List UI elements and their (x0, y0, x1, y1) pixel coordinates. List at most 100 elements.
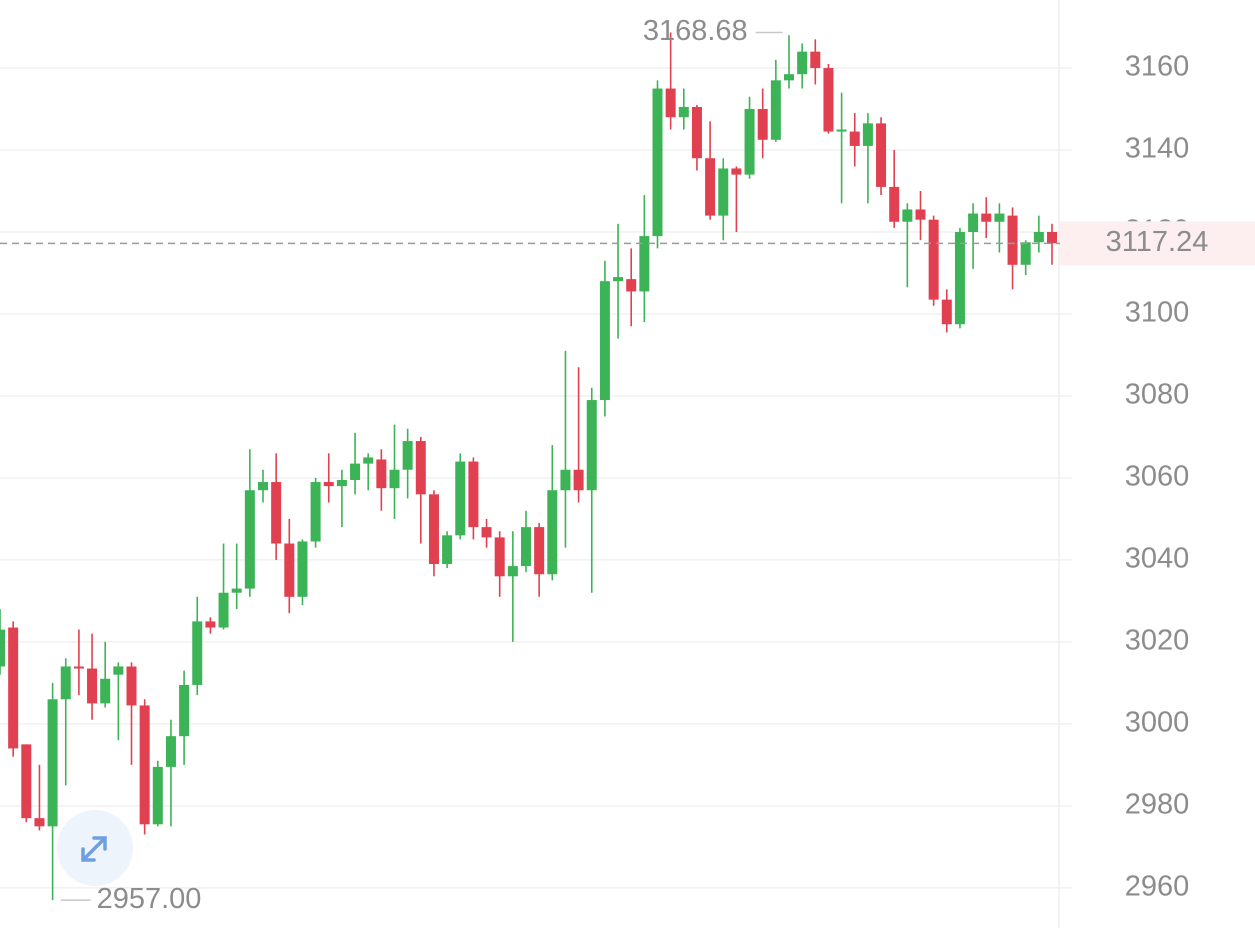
candle-body (521, 527, 531, 567)
candle-body (665, 88, 676, 118)
candle-body (179, 684, 190, 737)
candle-body (415, 441, 426, 495)
candle-body (810, 51, 821, 69)
candle-body (1033, 232, 1044, 243)
candle-body (468, 461, 479, 528)
candle-body (981, 213, 992, 222)
y-tick-label: 3040 (1125, 543, 1190, 575)
candle-body (560, 469, 571, 491)
candle-layer (0, 32, 1057, 901)
candle-body (678, 106, 689, 118)
candle-body (915, 209, 926, 220)
candle-body (389, 469, 400, 489)
candle-body (231, 588, 242, 593)
y-tick-label: 3020 (1125, 625, 1190, 657)
candle-body (192, 621, 203, 685)
candle-body (442, 535, 453, 565)
candle-body (323, 482, 334, 487)
candle-body (100, 678, 111, 704)
candle-body (258, 482, 268, 491)
y-tick-label: 2980 (1125, 789, 1190, 821)
candle-body (862, 123, 873, 146)
expand-button[interactable] (57, 810, 133, 886)
y-tick-label: 3140 (1125, 133, 1190, 165)
candle-body (902, 209, 913, 222)
expand-icon[interactable] (81, 836, 107, 862)
candle-body (113, 666, 124, 675)
candle-body (797, 51, 808, 75)
candle-body (8, 627, 19, 749)
y-tick-label: 3060 (1125, 461, 1190, 493)
candle-body (244, 490, 255, 589)
candle-body (718, 168, 729, 216)
last-price-box (1060, 221, 1255, 266)
candle-body (218, 592, 229, 628)
candle-body (1047, 232, 1057, 244)
candle-body (770, 80, 781, 140)
candle-body (823, 68, 834, 132)
candle-body (639, 236, 650, 292)
candle-body (705, 158, 716, 216)
candle-body (428, 494, 439, 565)
candle-body (626, 279, 637, 292)
y-tick-label: 3100 (1125, 297, 1190, 329)
candle-body (310, 482, 321, 542)
candle-body (889, 186, 900, 222)
y-tick-label: 3160 (1125, 51, 1190, 83)
candle-body (271, 482, 282, 544)
candle-body (613, 277, 624, 282)
candle-body (534, 527, 545, 575)
candle-body (139, 705, 150, 825)
candle-body (941, 299, 952, 325)
candle-body (363, 457, 374, 464)
candle-body (691, 106, 702, 159)
candle-body (1020, 242, 1031, 265)
candle-body (784, 74, 794, 81)
candle-body (494, 537, 505, 577)
candle-body (165, 736, 176, 767)
candle-body (1007, 215, 1018, 265)
overlay-layer: 3168.68 2957.00 3117.24 (0, 15, 1255, 915)
candle-body (87, 668, 98, 704)
candle-body (928, 219, 939, 300)
candle-body (60, 666, 71, 700)
candle-body (0, 629, 5, 667)
candle-body (336, 479, 347, 487)
candle-body (73, 666, 84, 669)
last-price-label: 3117.24 (1106, 226, 1209, 258)
candle-body (284, 543, 295, 597)
candle-body (21, 744, 32, 819)
candle-body (152, 766, 163, 825)
candle-body (586, 400, 597, 491)
candle-body (34, 818, 45, 827)
candle-body (350, 463, 361, 480)
candle-body (455, 461, 466, 536)
candle-body (757, 109, 768, 140)
candle-body (968, 213, 979, 232)
candle-body (836, 129, 847, 132)
candle-body (994, 213, 1005, 222)
y-tick-label: 2960 (1125, 870, 1190, 902)
candle-body (126, 666, 137, 706)
candle-body (481, 527, 492, 538)
candle-body (849, 131, 860, 146)
y-tick-label: 3080 (1125, 379, 1190, 411)
low-label: 2957.00 (97, 883, 202, 915)
candle-body (652, 88, 663, 237)
candle-body (744, 109, 755, 175)
candle-body (376, 459, 387, 489)
candle-body (507, 566, 518, 577)
candle-body (731, 168, 742, 175)
candle-body (402, 441, 413, 470)
candle-body (599, 281, 610, 401)
y-tick-label: 3000 (1125, 707, 1190, 739)
candle-body (573, 469, 584, 491)
high-label: 3168.68 (643, 15, 748, 47)
candle-body (205, 621, 216, 628)
grid-layer: 2960298030003020304030603080310031203140… (0, 51, 1190, 902)
candle-body (47, 699, 58, 827)
candle-body (876, 123, 887, 187)
candle-body (954, 232, 965, 325)
